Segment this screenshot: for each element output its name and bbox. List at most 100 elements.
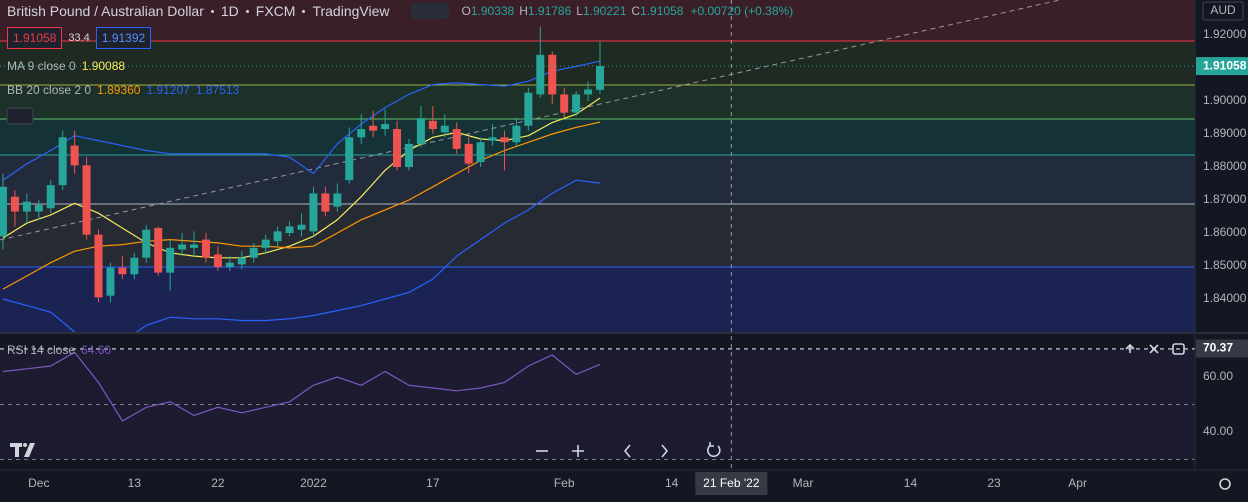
x-tick-label: Feb: [554, 476, 575, 490]
candle-body: [237, 257, 246, 265]
candle-body: [369, 125, 378, 131]
ohlc-item: H1.91786: [519, 4, 571, 18]
candle-body: [190, 244, 199, 248]
candle-body: [130, 257, 139, 275]
x-tick-label: 22: [211, 476, 225, 490]
interval[interactable]: 1D: [220, 3, 239, 19]
candle-body: [285, 226, 294, 234]
visibility-toggle[interactable]: [410, 3, 449, 19]
candle-body: [154, 228, 163, 273]
y-tick-label: 1.88000: [1203, 159, 1247, 173]
rsi-tick-label: 40.00: [1203, 424, 1233, 438]
candle-body: [70, 145, 79, 166]
candle-body: [464, 143, 473, 164]
candle-body: [261, 239, 270, 248]
candle-body: [34, 204, 43, 212]
indicator-value: 1.90088: [81, 59, 126, 73]
candle-body: [524, 92, 533, 126]
last-price-label: 1.91058: [1203, 58, 1247, 72]
pane-close[interactable]: [1149, 344, 1159, 354]
candle-body: [94, 234, 103, 298]
price-pane: [0, 0, 1195, 332]
candle-body: [166, 247, 175, 273]
fib-zone: [0, 85, 1195, 119]
candle-body: [416, 118, 425, 144]
candle-body: [297, 224, 306, 230]
ohlc-item: C1.91058: [631, 4, 683, 18]
candle-body: [213, 254, 222, 267]
indicator-name: MA 9 close 0: [7, 59, 76, 73]
scroll-left[interactable]: [623, 444, 631, 458]
candle-body: [118, 267, 127, 275]
candle-body: [452, 129, 461, 149]
pane-up[interactable]: [1125, 343, 1135, 353]
header: British Pound / Australian Dollar 1D FXC…: [7, 3, 793, 19]
ohlc-value: 1.90221: [582, 4, 627, 18]
reset[interactable]: [707, 442, 721, 458]
indicator-value: 1.89360: [97, 83, 141, 97]
indicator-name: BB 20 close 2 0: [7, 83, 92, 97]
ohlc-value: 1.90338: [470, 4, 515, 18]
logo-part: [24, 443, 35, 457]
ohlc-key: O: [461, 4, 471, 18]
x-tick-label: Dec: [28, 476, 49, 490]
scroll-right[interactable]: [661, 444, 669, 458]
legend-toggle[interactable]: [6, 107, 34, 125]
currency-box[interactable]: [1202, 1, 1244, 21]
candle-body: [273, 231, 282, 242]
candle-body: [404, 143, 413, 168]
x-tick-label: 14: [665, 476, 679, 490]
candle-body: [500, 137, 509, 143]
ohlc-key: H: [519, 4, 528, 18]
candle-body: [393, 129, 402, 168]
buy-price[interactable]: 1.91392: [95, 27, 152, 49]
y-tick-label: 1.92000: [1203, 27, 1247, 41]
ohlc: O1.90338 H1.91786 L1.90221 C1.91058: [462, 4, 684, 18]
x-tick-label: 13: [128, 476, 142, 490]
last-price-tag: [1196, 57, 1248, 76]
candle-body: [584, 89, 593, 95]
candle-body: [178, 244, 187, 250]
candle-body: [201, 239, 210, 258]
zoom-in[interactable]: [572, 445, 584, 457]
rsi-legend: RSI 14 close 64.60: [7, 343, 111, 357]
candle-body: [428, 120, 437, 130]
ohlc-key: C: [631, 4, 641, 18]
candle-body: [512, 125, 521, 143]
x-tick-label: 2022: [300, 476, 327, 490]
indicator-value: 1.87513: [195, 83, 240, 97]
crosshair-time-label: 21 Feb '22: [703, 476, 760, 490]
price-scale: [1195, 0, 1248, 502]
candle-body: [249, 247, 258, 258]
x-tick-label: Mar: [793, 476, 814, 490]
candle-body: [58, 137, 67, 186]
x-tick-label: Apr: [1068, 476, 1087, 490]
rsi-pane: [0, 349, 1195, 460]
ohlc-item: L1.90221: [576, 4, 626, 18]
candle-body: [225, 262, 234, 267]
separator: [210, 9, 214, 13]
pane-maximize[interactable]: [1172, 343, 1185, 355]
ohlc-key: L: [576, 4, 583, 18]
platform: TradingView: [312, 3, 390, 19]
candle-body: [82, 165, 91, 235]
source: FXCM: [255, 3, 296, 19]
symbol: British Pound / Australian Dollar: [7, 3, 204, 19]
y-tick-label: 1.84000: [1203, 291, 1247, 305]
currency: AUD: [1210, 3, 1236, 17]
candle-body: [333, 193, 342, 207]
candle-body: [309, 193, 318, 232]
candle-body: [476, 142, 485, 163]
separator: [302, 9, 306, 13]
candle-body: [22, 201, 31, 212]
settings[interactable]: [1219, 478, 1231, 490]
rsi-line: [2, 351, 601, 422]
sell-price[interactable]: 1.91058: [7, 27, 63, 49]
change: +0.00720 (+0.38%): [690, 4, 794, 18]
rsi-name: RSI 14 close: [7, 343, 76, 357]
y-tick-label: 1.89000: [1203, 126, 1247, 140]
logo-part: [23, 443, 27, 447]
ohlc-value: 1.91058: [640, 4, 684, 18]
fib-zone: [0, 118, 1195, 155]
x-tick-label: 14: [904, 476, 918, 490]
